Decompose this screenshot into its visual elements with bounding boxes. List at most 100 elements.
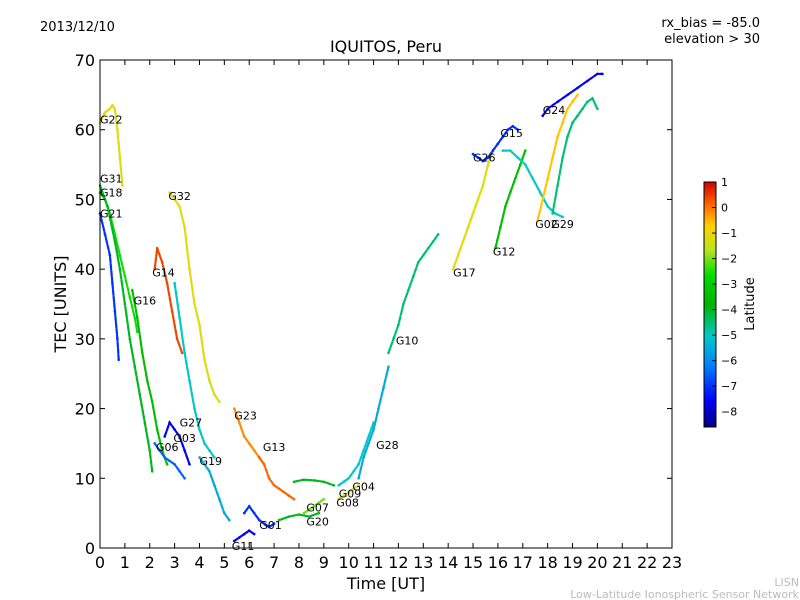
data-point-g18-8 <box>144 421 147 424</box>
data-point-g12-4 <box>514 177 517 180</box>
satellite-label-g04: G04 <box>352 481 375 494</box>
data-point-g15-3 <box>524 163 527 166</box>
data-point-g03-1 <box>178 317 181 320</box>
elevation-label: elevation > 30 <box>664 32 760 47</box>
plot-area <box>100 60 672 548</box>
data-point-g29-0 <box>551 212 554 215</box>
data-point-g19-5 <box>223 512 226 515</box>
satellite-label-g11: G11 <box>232 540 255 553</box>
x-tick-label: 11 <box>363 553 383 572</box>
data-point-g02-1 <box>541 198 544 201</box>
tec-chart: 2013/12/10 rx_bias = -85.0 elevation > 3… <box>0 0 800 600</box>
data-point-g15-0 <box>502 149 505 152</box>
data-point-g10-10 <box>437 233 440 236</box>
satellite-label-g19: G19 <box>200 455 223 468</box>
data-point-g02-7 <box>571 101 574 104</box>
data-point-g22-4 <box>114 108 117 111</box>
data-point-g32-7 <box>203 359 206 362</box>
x-tick-label: 2 <box>145 553 155 572</box>
data-point-g29-1 <box>556 184 559 187</box>
data-point-g06-5 <box>178 470 181 473</box>
x-tick-label: 18 <box>537 553 557 572</box>
colorbar-tick-label: −8 <box>721 406 737 419</box>
data-point-g17-2 <box>462 240 465 243</box>
colorbar-label: Latitude <box>743 277 758 331</box>
data-point-g29-9 <box>596 108 599 111</box>
data-point-g04-4 <box>357 463 360 466</box>
colorbar-tick-label: 1 <box>721 176 728 189</box>
data-point-g28-1 <box>362 456 365 459</box>
data-point-g04-0 <box>337 484 340 487</box>
x-tick-label: 17 <box>513 553 533 572</box>
satellite-label-g32: G32 <box>168 190 191 203</box>
x-tick-label: 15 <box>463 553 483 572</box>
data-point-g16-0 <box>131 289 134 292</box>
x-tick-label: 5 <box>219 553 229 572</box>
data-point-g06-2 <box>163 456 166 459</box>
data-point-g29-7 <box>586 101 589 104</box>
data-point-g01-1 <box>248 505 251 508</box>
colorbar-tick-label: −3 <box>721 278 737 291</box>
data-point-g09-1 <box>303 478 306 481</box>
satellite-label-g27: G27 <box>180 417 203 430</box>
y-tick-label: 10 <box>75 469 95 488</box>
data-point-g27-4 <box>183 449 186 452</box>
data-point-g03-3 <box>188 379 191 382</box>
data-point-g28-0 <box>357 477 360 480</box>
data-point-g21-2 <box>109 254 112 257</box>
data-point-g29-2 <box>561 156 564 159</box>
data-point-g32-2 <box>178 205 181 208</box>
data-point-g24-5 <box>586 80 589 83</box>
data-point-g09-0 <box>293 481 296 484</box>
data-point-g18-3 <box>119 268 122 271</box>
x-tick-label: 20 <box>587 553 607 572</box>
data-point-g15-5 <box>539 191 542 194</box>
x-tick-label: 10 <box>339 553 359 572</box>
data-point-g19-3 <box>213 484 216 487</box>
satellite-label-g01: G01 <box>259 519 282 532</box>
data-point-g18-5 <box>129 338 132 341</box>
y-tick-label: 0 <box>85 539 95 558</box>
data-point-g17-1 <box>457 254 460 257</box>
data-point-g11-2 <box>243 533 246 536</box>
data-point-g32-9 <box>213 393 216 396</box>
data-point-g19-4 <box>218 498 221 501</box>
x-axis-label: Time [UT] <box>346 574 425 593</box>
data-point-g13-5 <box>283 491 286 494</box>
satellite-label-g20: G20 <box>306 516 329 529</box>
x-tick-label: 8 <box>294 553 304 572</box>
data-point-g02-6 <box>566 108 569 111</box>
data-point-g04-6 <box>367 435 370 438</box>
data-point-g10-1 <box>392 338 395 341</box>
data-point-g31-7 <box>134 317 137 320</box>
data-point-g03-4 <box>193 407 196 410</box>
colorbar-tick-label: −2 <box>721 253 737 266</box>
data-point-g26-5 <box>497 142 500 145</box>
data-point-g16-4 <box>151 400 154 403</box>
x-tick-label: 14 <box>438 553 458 572</box>
data-point-g01-0 <box>243 512 246 515</box>
data-point-g13-4 <box>278 487 281 490</box>
data-point-g12-2 <box>504 205 507 208</box>
chart-title: IQUITOS, Peru <box>330 37 442 56</box>
satellite-label-g13: G13 <box>263 441 286 454</box>
data-point-g10-8 <box>427 247 430 250</box>
data-point-g17-4 <box>472 212 475 215</box>
satellite-label-g28: G28 <box>376 439 399 452</box>
colorbar-tick-label: −6 <box>721 355 737 368</box>
x-tick-label: 19 <box>562 553 582 572</box>
data-point-g28-2 <box>367 442 370 445</box>
date-label: 2013/12/10 <box>40 20 115 35</box>
data-point-g16-3 <box>146 379 149 382</box>
data-point-g04-3 <box>352 470 355 473</box>
data-point-g14-3 <box>166 282 169 285</box>
data-point-g10-2 <box>397 324 400 327</box>
data-point-g32-5 <box>193 303 196 306</box>
satellite-label-g22: G22 <box>100 113 123 126</box>
data-point-g24-3 <box>566 94 569 97</box>
data-point-g02-4 <box>556 135 559 138</box>
data-point-g22-6 <box>119 156 122 159</box>
data-point-g27-1 <box>168 421 171 424</box>
data-point-g13-2 <box>268 477 271 480</box>
data-point-g16-7 <box>166 463 169 466</box>
